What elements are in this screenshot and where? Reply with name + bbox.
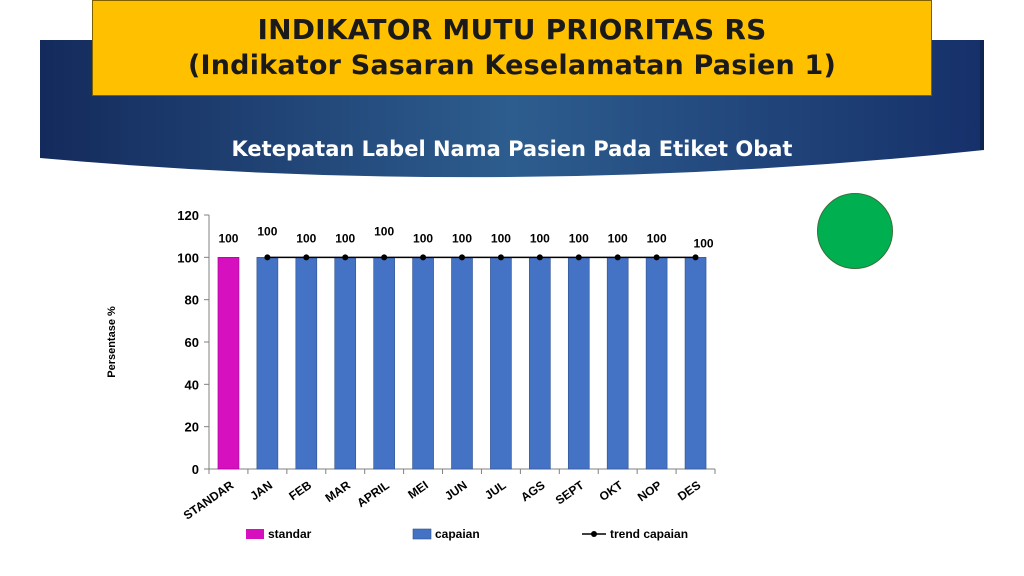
trend-point <box>692 254 699 261</box>
y-axis-label: Persentase % <box>106 306 118 378</box>
x-tick-label: FEB <box>286 478 314 503</box>
x-tick-label: SEPT <box>553 478 587 508</box>
x-tick-label: JAN <box>247 478 275 503</box>
bar-capaian <box>295 257 318 470</box>
legend-swatch-capaian <box>412 528 432 540</box>
x-tick-label: OKT <box>597 478 626 504</box>
bar-capaian <box>373 257 395 470</box>
bar-capaian <box>606 257 629 470</box>
legend-label-trend: trend capaian <box>610 527 688 541</box>
y-tick-label: 0 <box>192 462 199 477</box>
data-label: 100 <box>694 236 714 250</box>
data-label: 100 <box>491 231 511 245</box>
data-label: 100 <box>296 231 316 245</box>
data-label: 100 <box>374 224 394 238</box>
bar-capaian <box>490 257 512 470</box>
trend-point <box>575 254 582 261</box>
data-label: 100 <box>647 231 667 245</box>
trend-point <box>497 254 504 261</box>
legend-label-capaian: capaian <box>435 527 480 541</box>
trend-point <box>342 254 349 261</box>
x-tick-label: MAR <box>323 478 354 505</box>
trend-point <box>459 254 465 261</box>
legend-swatch-standar <box>246 529 264 539</box>
y-tick-label: 80 <box>185 293 199 308</box>
data-label: 100 <box>413 231 433 245</box>
trend-point <box>653 254 660 261</box>
x-tick-label: DES <box>675 478 703 504</box>
x-tick-label: JUL <box>482 478 509 502</box>
bar-capaian <box>412 257 434 470</box>
y-tick-label: 100 <box>177 250 199 265</box>
trend-point <box>381 254 388 261</box>
data-label: 100 <box>335 231 355 245</box>
bar-capaian <box>645 257 668 470</box>
legend-marker-trend <box>591 531 597 537</box>
data-label: 100 <box>608 231 628 245</box>
x-tick-label: STANDAR <box>181 478 237 523</box>
bar-capaian <box>529 257 551 470</box>
data-label: 100 <box>530 231 550 245</box>
bar-capaian <box>256 257 279 470</box>
data-label: 100 <box>569 231 589 245</box>
x-tick-label: APRIL <box>354 478 392 510</box>
y-tick-label: 120 <box>177 208 199 223</box>
trend-point <box>303 254 310 261</box>
trend-point <box>536 254 543 261</box>
bar-capaian <box>451 257 473 470</box>
data-label: 100 <box>257 224 277 238</box>
trend-point <box>264 254 271 261</box>
data-label: 100 <box>452 231 472 245</box>
bar-capaian <box>334 257 357 470</box>
y-tick-label: 60 <box>185 335 199 350</box>
chart-subtitle: Ketepatan Label Nama Pasien Pada Etiket … <box>231 137 793 161</box>
y-tick-label: 20 <box>185 420 199 435</box>
x-tick-label: MEI <box>405 478 431 502</box>
legend-label-standar: standar <box>268 527 312 541</box>
y-tick-label: 40 <box>185 377 199 392</box>
title-line-2: (Indikator Sasaran Keselamatan Pasien 1) <box>187 50 837 81</box>
title-box: INDIKATOR MUTU PRIORITAS RS (Indikator S… <box>92 0 932 96</box>
trend-point <box>614 254 621 261</box>
x-tick-label: NOP <box>635 478 664 504</box>
green-status-circle-icon <box>817 193 893 269</box>
data-label: 100 <box>218 231 238 245</box>
bar-capaian <box>567 257 590 470</box>
title-line-1: INDIKATOR MUTU PRIORITAS RS <box>257 13 767 46</box>
bar-capaian <box>684 257 707 470</box>
x-tick-label: AGS <box>518 478 547 504</box>
bar-standar <box>217 257 240 470</box>
x-tick-label: JUN <box>442 478 470 503</box>
trend-point <box>420 254 427 261</box>
